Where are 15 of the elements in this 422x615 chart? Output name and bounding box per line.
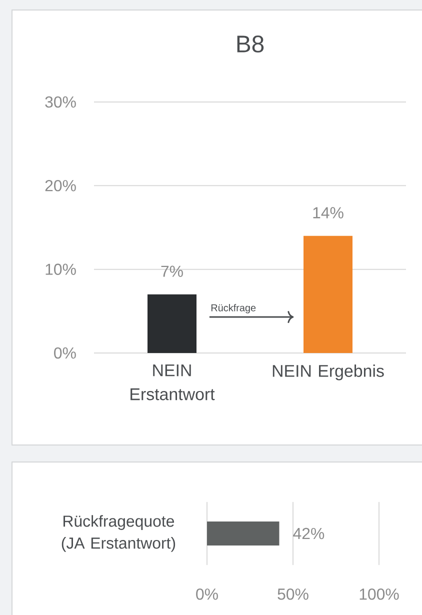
data-label: 14% bbox=[313, 207, 344, 218]
x-tick-label: 50% bbox=[278, 588, 308, 600]
x-tick-label: NEIN Ergebnis bbox=[272, 364, 384, 380]
chart-title: B8 bbox=[237, 36, 264, 52]
data-label: 7% bbox=[161, 266, 183, 277]
y-tick-label: 30% bbox=[45, 96, 76, 108]
y-tick-label: 20% bbox=[45, 180, 76, 192]
x-tick-label: 0% bbox=[196, 588, 218, 600]
data-label: 42% bbox=[293, 528, 324, 540]
annotation: Rückfrage bbox=[211, 304, 256, 314]
y-tick-label: 0% bbox=[54, 347, 76, 359]
y-tick-label: Rückfragequote (JA Erstantwort) bbox=[62, 515, 176, 552]
x-tick-label: NEIN Erstantwort bbox=[130, 364, 215, 400]
x-tick-label: 100% bbox=[360, 588, 399, 600]
y-tick-label: 10% bbox=[46, 264, 76, 275]
